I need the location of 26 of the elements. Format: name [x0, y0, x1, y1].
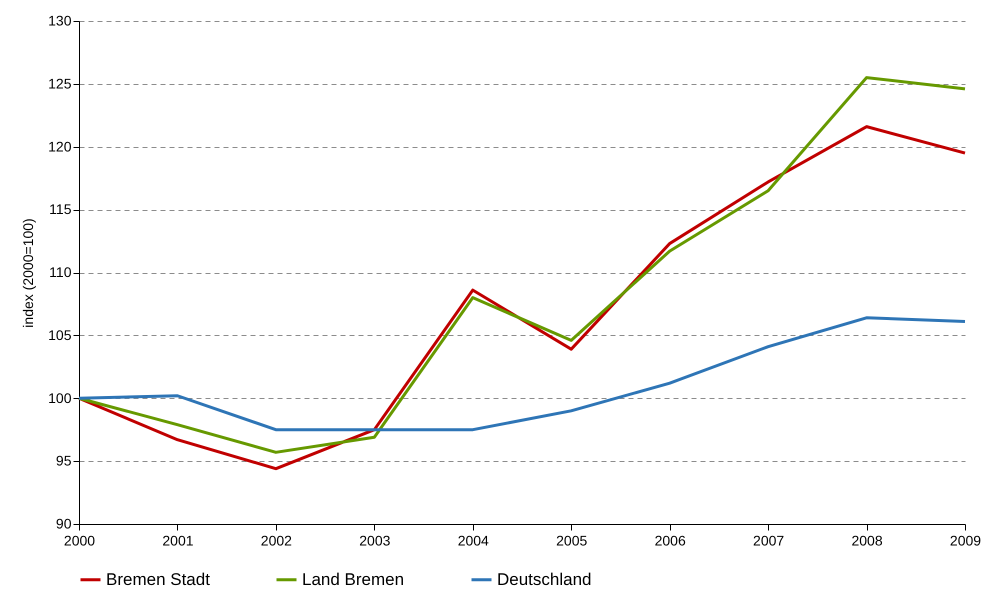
x-tick-label: 2003 [359, 532, 391, 548]
x-tick-label: 2004 [458, 532, 490, 548]
x-tick-label: 2005 [556, 532, 588, 548]
y-tick-label: 100 [48, 390, 72, 406]
line-series [78, 125, 966, 470]
y-tick-label: 105 [48, 326, 72, 343]
y-tick-label: 130 [48, 12, 72, 28]
x-tick-label: 2009 [950, 532, 982, 548]
x-tick-label: 2008 [851, 532, 883, 548]
y-tick-label: 95 [56, 452, 72, 469]
x-tick-label: 2001 [162, 532, 194, 548]
x-tick-label: 2000 [64, 532, 96, 548]
y-tick-label: 125 [48, 75, 72, 92]
x-tick-label: 2002 [260, 532, 292, 548]
x-tick-label: 2006 [654, 532, 686, 548]
line-series [78, 316, 966, 432]
legend-label: Land Bremen [302, 570, 404, 589]
y-tick-label: 110 [49, 264, 72, 280]
x-tick-label: 2007 [753, 532, 784, 548]
legend-label: Bremen Stadt [106, 570, 210, 589]
y-tick-label: 120 [48, 138, 72, 154]
y-tick-label: 90 [56, 516, 72, 532]
legend-label: Deutschland [497, 570, 592, 589]
y-tick-label: 115 [49, 201, 72, 218]
line-series [78, 76, 966, 454]
y-axis-title: index (2000=100) [20, 218, 36, 328]
